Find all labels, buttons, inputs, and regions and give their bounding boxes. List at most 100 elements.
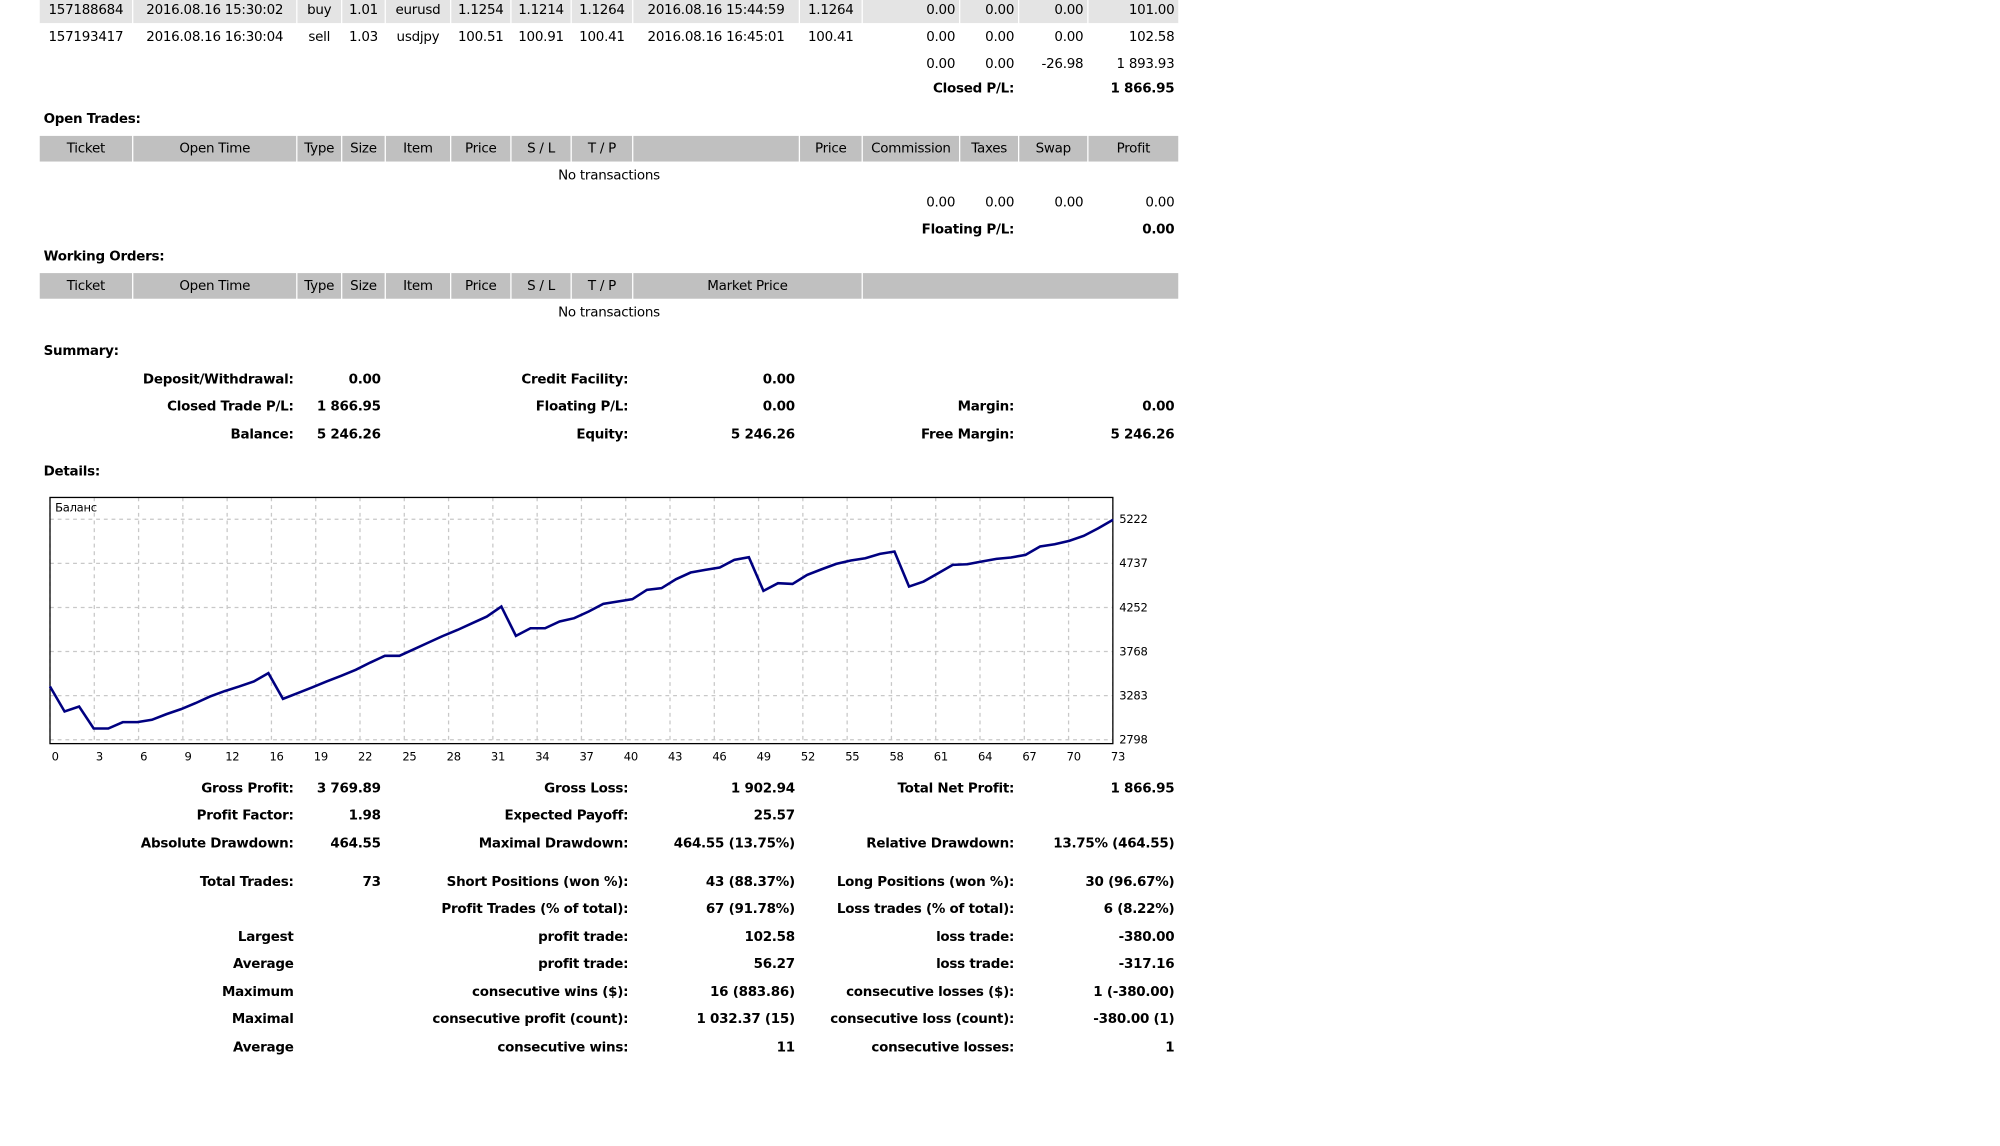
table-cell: 1.1214 (511, 0, 571, 24)
stat-value: 5 246.26 (730, 426, 795, 443)
total-cell: -26.98 (1041, 55, 1084, 72)
table-cell: 1.1264 (571, 0, 633, 24)
data-point (806, 574, 808, 576)
data-point (689, 571, 692, 574)
data-point (151, 719, 153, 721)
x-tick-label: 49 (757, 749, 771, 763)
data-point (908, 585, 910, 588)
data-point (253, 680, 255, 683)
stat-value: 30 (96.67%) (1085, 874, 1175, 890)
stat-row: Average consecutive wins: 11 consecutive lo… (0, 1035, 1180, 1062)
spacer (40, 50, 862, 77)
data-point (398, 655, 401, 657)
data-point (209, 695, 211, 698)
table-cell: 157193417 (48, 28, 124, 45)
x-tick-label: 67 (1022, 749, 1036, 763)
table-cell: 0.00 (1019, 0, 1088, 24)
x-tick-label: 40 (624, 749, 638, 763)
stat-label: Gross Loss: (544, 780, 629, 797)
stat-row: Largest profit trade: 102.58 loss trade: -38… (0, 924, 1180, 951)
data-point (413, 648, 415, 650)
plot-border (49, 496, 1114, 745)
data-point (296, 692, 299, 694)
x-tick-label: 25 (402, 749, 416, 763)
data-point (573, 617, 575, 619)
total-cell: 0.00 (985, 55, 1015, 72)
table-cell: usdjpy (396, 28, 440, 45)
data-point (369, 661, 371, 664)
data-point (762, 590, 765, 592)
data-point (340, 675, 342, 677)
x-tick-label: 73 (1111, 749, 1125, 763)
closed-pl-label: Closed P/L: (932, 80, 1015, 97)
data-point (952, 564, 954, 566)
data-point (821, 568, 823, 570)
x-tick-label: 31 (491, 749, 505, 763)
stat-label: Short Positions (won %): (446, 874, 629, 890)
x-tick-label: 28 (447, 749, 461, 763)
data-point (1112, 519, 1114, 521)
stat-label: Absolute Drawdown: (140, 835, 294, 852)
table-cell: 2016.08.16 16:45:01 (647, 28, 785, 45)
table-cell: 0.00 (862, 0, 960, 24)
column-header: S / L (511, 273, 571, 299)
stat-label: Largest (237, 929, 294, 945)
stat-value: 67 (91.78%) (705, 901, 795, 917)
stat-label: loss trade: (936, 929, 1015, 945)
column-header: Open Time (133, 273, 297, 299)
stat-value: 16 (883.86) (710, 984, 795, 1001)
data-point (384, 655, 386, 657)
stat-label: Average (233, 1039, 294, 1056)
x-tick-label: 64 (978, 749, 992, 763)
stat-value: 0.00 (1142, 398, 1175, 415)
floating-pl-value: 0.00 (1142, 221, 1175, 238)
stat-label: Maximal Drawdown: (478, 835, 629, 852)
stat-label: Profit Factor: (196, 807, 294, 824)
x-tick-label: 9 (184, 749, 191, 763)
stat-value: 13.75% (464.55) (1053, 835, 1175, 852)
data-point (107, 727, 109, 730)
stat-label: consecutive wins ($): (472, 984, 629, 1001)
balance-line (48, 518, 1114, 730)
data-point (981, 560, 983, 563)
stat-label: consecutive loss (count): (830, 1011, 1015, 1027)
column-header: Swap (1019, 135, 1088, 162)
table-cell: buy (297, 0, 342, 24)
total-cell: 0.00 (926, 194, 956, 210)
stat-label: profit trade: (538, 929, 629, 945)
data-point (850, 559, 852, 562)
x-tick-label: 61 (934, 749, 948, 763)
column-header: Price (451, 135, 511, 162)
total-cell: 1 893.93 (1116, 55, 1175, 72)
stat-value: 1 (1165, 1039, 1175, 1056)
stat-value: -317.16 (1118, 956, 1175, 972)
stat-label: consecutive losses: (871, 1039, 1015, 1056)
table-cell: 0.00 (1054, 28, 1084, 45)
column-header: Price (800, 135, 862, 162)
stat-label: Gross Profit: (201, 780, 294, 797)
data-point (719, 566, 721, 569)
table-cell: 1.01 (342, 0, 385, 24)
data-point (122, 721, 124, 723)
table-row: 157193417 2016.08.16 16:30:04 sell 1.03 usdj… (40, 23, 1179, 50)
column-header: Open Time (133, 135, 297, 162)
stat-value: -380.00 (1118, 929, 1175, 945)
x-tick-label: 3 (96, 749, 103, 763)
data-point (282, 698, 284, 700)
stat-value: 0.00 (762, 371, 795, 388)
data-point (1097, 527, 1099, 529)
data-point (78, 705, 80, 708)
open-trades-title: Open Trades: (43, 111, 141, 127)
table-cell: 1.03 (348, 28, 378, 45)
table-cell: 100.91 (518, 28, 564, 45)
x-tick-label: 70 (1067, 749, 1081, 763)
stat-value: 102.58 (744, 929, 795, 945)
x-tick-label: 46 (712, 749, 726, 763)
stat-label: Balance: (230, 426, 294, 443)
data-point (733, 559, 735, 561)
stat-value: 5 246.26 (316, 426, 381, 443)
column-header: Item (385, 135, 451, 162)
column-header: Taxes (960, 135, 1018, 162)
column-header: Size (342, 135, 385, 162)
